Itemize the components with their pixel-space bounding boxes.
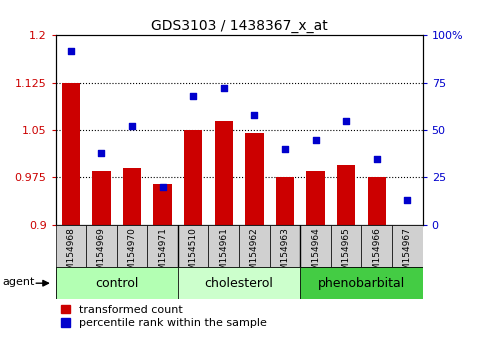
Point xyxy=(312,137,319,142)
Point xyxy=(373,156,381,161)
Bar xyxy=(62,83,80,225)
Text: GSM154964: GSM154964 xyxy=(311,227,320,282)
Bar xyxy=(184,130,202,225)
Bar xyxy=(56,267,178,299)
Bar xyxy=(92,171,111,225)
Title: GDS3103 / 1438367_x_at: GDS3103 / 1438367_x_at xyxy=(151,19,327,33)
Bar xyxy=(178,225,209,267)
Text: GSM154970: GSM154970 xyxy=(128,227,137,282)
Bar xyxy=(117,225,147,267)
Bar xyxy=(209,225,239,267)
Text: agent: agent xyxy=(3,276,35,287)
Bar xyxy=(154,184,172,225)
Point xyxy=(98,150,105,156)
Bar xyxy=(331,225,361,267)
Text: GSM154971: GSM154971 xyxy=(158,227,167,282)
Text: GSM154961: GSM154961 xyxy=(219,227,228,282)
Text: GSM154510: GSM154510 xyxy=(189,227,198,282)
Bar xyxy=(270,225,300,267)
Text: GSM154969: GSM154969 xyxy=(97,227,106,282)
Point xyxy=(220,86,227,91)
Bar xyxy=(147,225,178,267)
Bar xyxy=(306,171,325,225)
Text: GSM154963: GSM154963 xyxy=(281,227,289,282)
Point xyxy=(342,118,350,124)
Text: GSM154966: GSM154966 xyxy=(372,227,381,282)
Text: cholesterol: cholesterol xyxy=(205,277,273,290)
Point xyxy=(251,112,258,118)
Bar xyxy=(337,165,355,225)
Bar xyxy=(368,177,386,225)
Text: control: control xyxy=(95,277,139,290)
Bar xyxy=(245,133,264,225)
Text: phenobarbital: phenobarbital xyxy=(318,277,405,290)
Legend: transformed count, percentile rank within the sample: transformed count, percentile rank withi… xyxy=(61,305,267,328)
Bar xyxy=(214,121,233,225)
Point xyxy=(189,93,197,99)
Bar xyxy=(361,225,392,267)
Bar xyxy=(56,225,86,267)
Point xyxy=(281,146,289,152)
Bar xyxy=(276,177,294,225)
Point xyxy=(403,197,411,203)
Bar xyxy=(239,225,270,267)
Text: GSM154967: GSM154967 xyxy=(403,227,412,282)
Text: GSM154965: GSM154965 xyxy=(341,227,351,282)
Bar xyxy=(86,225,117,267)
Text: GSM154968: GSM154968 xyxy=(66,227,75,282)
Point xyxy=(67,48,75,53)
Bar xyxy=(392,225,423,267)
Point xyxy=(128,124,136,129)
Bar xyxy=(123,168,141,225)
Point xyxy=(159,184,167,190)
Bar xyxy=(300,225,331,267)
Bar xyxy=(178,267,300,299)
Text: GSM154962: GSM154962 xyxy=(250,227,259,282)
Bar xyxy=(300,267,423,299)
